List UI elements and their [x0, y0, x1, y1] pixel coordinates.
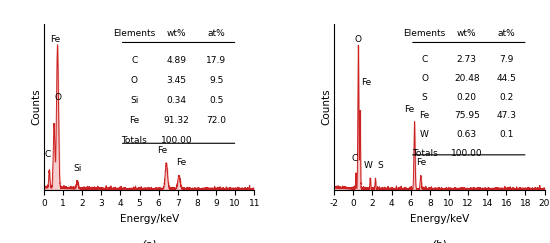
Text: Totals: Totals — [122, 137, 147, 146]
Text: wt%: wt% — [167, 29, 186, 38]
Text: C: C — [421, 55, 428, 64]
Text: Si: Si — [73, 164, 81, 173]
Text: W: W — [420, 130, 429, 139]
Y-axis label: Counts: Counts — [31, 89, 41, 125]
Text: 47.3: 47.3 — [497, 111, 516, 120]
Text: at%: at% — [498, 29, 515, 38]
Text: 20.48: 20.48 — [454, 74, 480, 83]
Text: 7.9: 7.9 — [499, 55, 514, 64]
Text: O: O — [355, 35, 362, 44]
Text: 0.5: 0.5 — [209, 96, 224, 105]
Text: 0.63: 0.63 — [456, 130, 477, 139]
Text: 100.00: 100.00 — [451, 149, 482, 158]
Text: (b): (b) — [431, 239, 447, 243]
Text: S: S — [422, 93, 427, 102]
Text: Fe: Fe — [51, 35, 60, 44]
Text: 3.45: 3.45 — [167, 76, 186, 85]
Text: Elements: Elements — [404, 29, 446, 38]
Text: 9.5: 9.5 — [209, 76, 224, 85]
Text: O: O — [421, 74, 428, 83]
Text: Fe: Fe — [361, 78, 372, 87]
X-axis label: Energy/keV: Energy/keV — [410, 214, 469, 224]
Text: W: W — [364, 161, 373, 170]
Text: 0.2: 0.2 — [499, 93, 514, 102]
Text: C: C — [351, 154, 358, 163]
Text: Fe: Fe — [420, 111, 430, 120]
Text: Fe: Fe — [129, 116, 140, 125]
Text: 0.34: 0.34 — [167, 96, 186, 105]
Text: 44.5: 44.5 — [497, 74, 516, 83]
Text: Fe: Fe — [404, 105, 414, 114]
Text: C: C — [45, 150, 51, 159]
Text: Elements: Elements — [113, 29, 156, 38]
Text: at%: at% — [207, 29, 225, 38]
Text: 75.95: 75.95 — [454, 111, 480, 120]
Text: 2.73: 2.73 — [456, 55, 477, 64]
Text: O: O — [131, 76, 138, 85]
Text: Si: Si — [130, 96, 139, 105]
Text: 0.1: 0.1 — [499, 130, 514, 139]
Text: 4.89: 4.89 — [167, 56, 186, 65]
Text: Totals: Totals — [412, 149, 437, 158]
Text: O: O — [54, 93, 61, 102]
Text: 91.32: 91.32 — [163, 116, 189, 125]
Y-axis label: Counts: Counts — [321, 89, 332, 125]
Text: 100.00: 100.00 — [161, 137, 192, 146]
Text: Fe: Fe — [177, 158, 187, 167]
Text: 72.0: 72.0 — [206, 116, 227, 125]
Text: Fe: Fe — [157, 146, 168, 155]
Text: (a): (a) — [141, 239, 157, 243]
Text: wt%: wt% — [457, 29, 476, 38]
Text: 0.20: 0.20 — [456, 93, 477, 102]
Text: Fe: Fe — [416, 158, 426, 167]
Text: 17.9: 17.9 — [206, 56, 227, 65]
Text: C: C — [131, 56, 138, 65]
X-axis label: Energy/keV: Energy/keV — [119, 214, 179, 224]
Text: S: S — [377, 161, 383, 170]
